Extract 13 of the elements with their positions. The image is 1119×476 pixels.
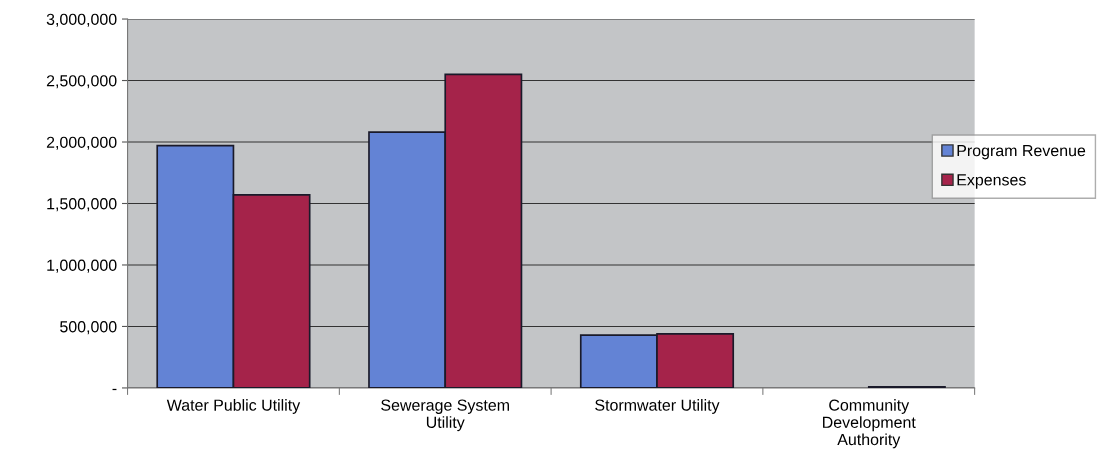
y-tick-label: 3,000,000 bbox=[46, 13, 117, 27]
legend-label: Program Revenue bbox=[957, 145, 1086, 160]
x-tick-label: Community Development Authority bbox=[823, 399, 916, 449]
x-tick-label: Stormwater Utility bbox=[595, 399, 720, 414]
y-tick-label: 500,000 bbox=[60, 321, 117, 335]
x-tick-label: Water Public Utility bbox=[166, 399, 301, 414]
legend-label: Expenses bbox=[957, 174, 1026, 189]
y-tick-label: 2,500,000 bbox=[46, 75, 117, 89]
y-tick-label: 1,500,000 bbox=[47, 198, 117, 212]
y-tick-label: - bbox=[112, 388, 117, 391]
y-tick-label: 2,000,000 bbox=[46, 136, 117, 150]
x-tick-label: Sewerage System Utility bbox=[381, 399, 509, 432]
y-tick-label: 1,000,000 bbox=[47, 259, 117, 273]
